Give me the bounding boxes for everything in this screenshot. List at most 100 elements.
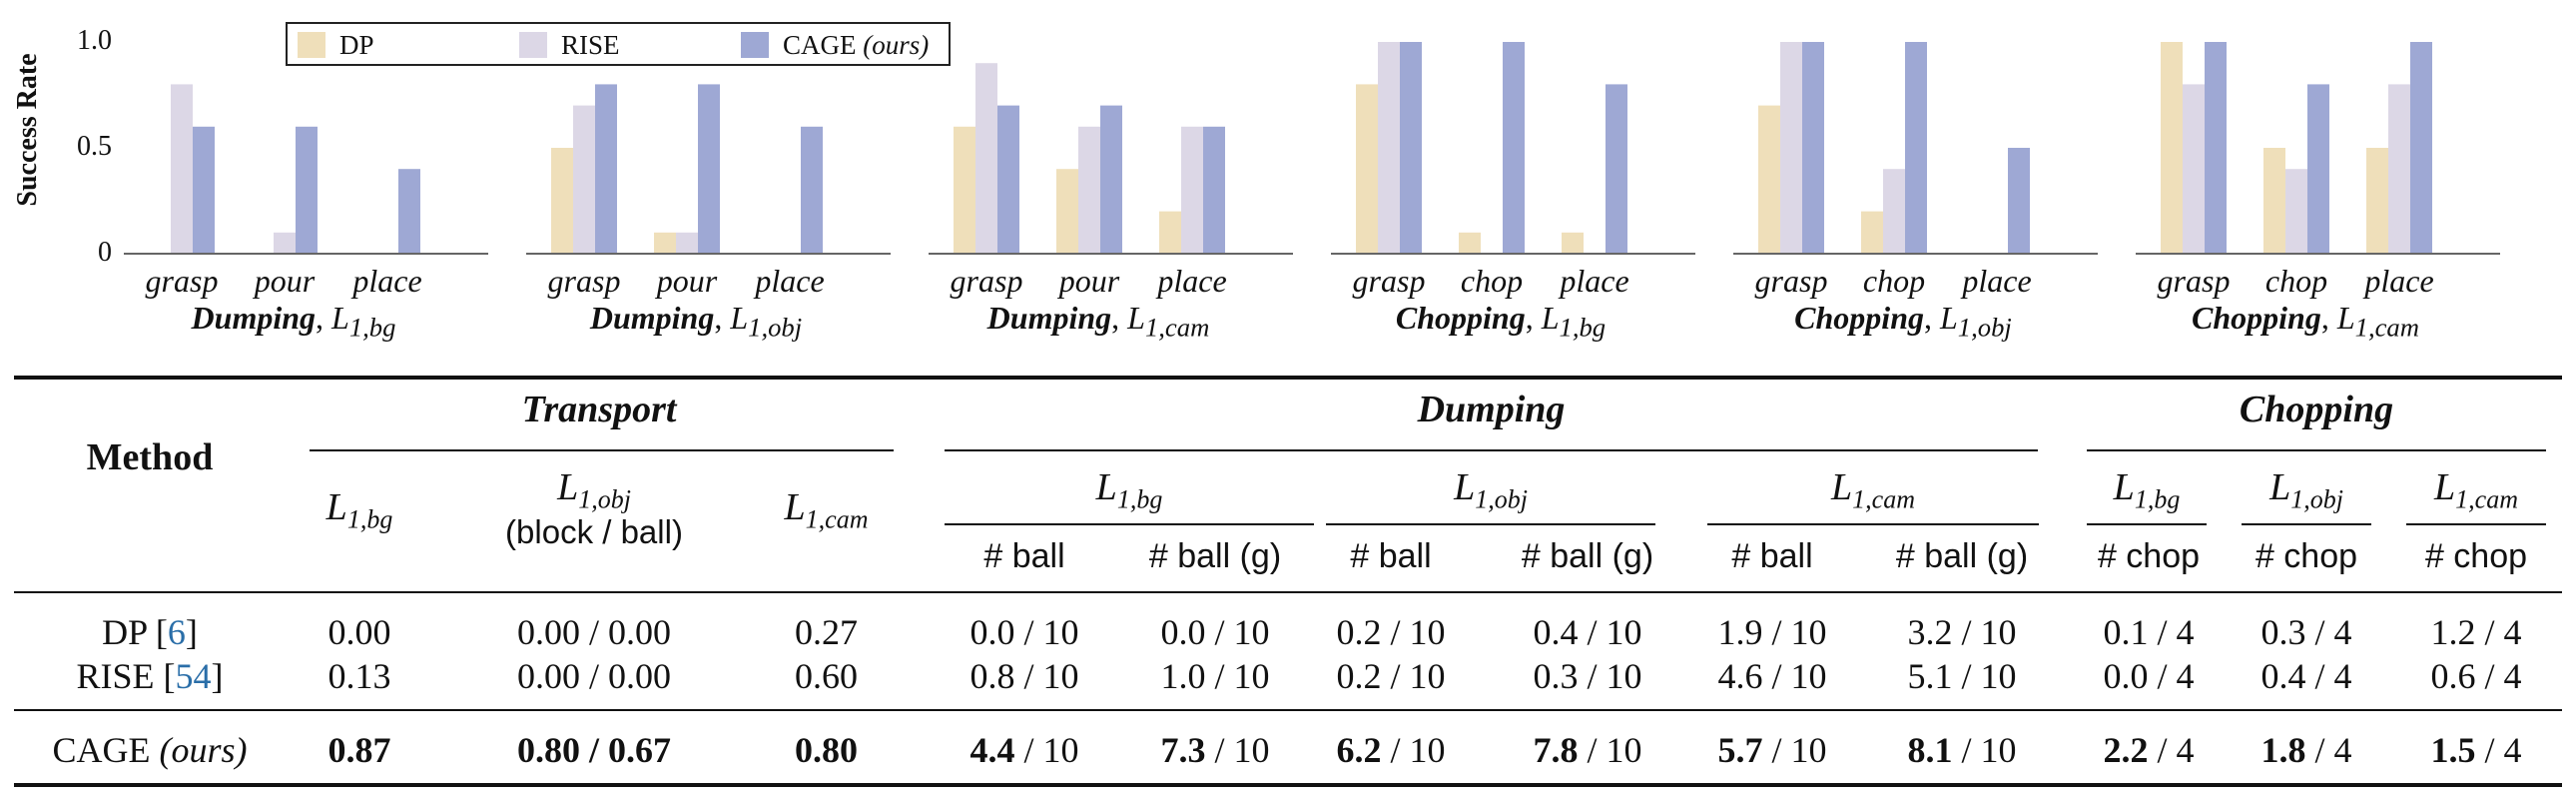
cmidrule xyxy=(2406,523,2546,525)
bar-cage xyxy=(2008,148,2030,254)
subplot-caption: Chopping, L1,obj xyxy=(1794,300,2012,343)
bar-rise xyxy=(676,232,698,254)
method-cage: CAGE (ours) xyxy=(52,730,248,770)
subplot-caption: Dumping, L1,bg xyxy=(191,300,396,343)
x-tick-label: place xyxy=(1960,263,2031,299)
cmidrule xyxy=(945,449,2038,451)
table-cell: 0.87 xyxy=(327,730,391,770)
legend-swatch xyxy=(519,32,547,58)
subheader-ball-g: # ball (g) xyxy=(1895,537,2029,575)
table-cell: 0.0 / 10 xyxy=(969,612,1079,652)
bar-rise xyxy=(2183,84,2205,255)
table-cell: 5.1 / 10 xyxy=(1907,656,2017,696)
method-header: Method xyxy=(86,436,214,478)
bar-cage xyxy=(1905,42,1927,254)
bar-cage xyxy=(193,126,215,254)
bar-dp xyxy=(954,126,975,254)
table-cell: 0.2 / 10 xyxy=(1336,656,1446,696)
top-rule xyxy=(14,376,2562,380)
bar-cage xyxy=(1606,84,1627,255)
legend-item-dp: DP xyxy=(298,30,374,60)
method-rise: RISE [54] xyxy=(76,656,224,696)
table-cell: 4.4 / 10 xyxy=(969,730,1079,770)
x-tick-label: place xyxy=(2362,263,2433,299)
method-dp: DP [6] xyxy=(102,612,198,652)
subheader-ball: # ball xyxy=(1731,537,1813,575)
table-cell: 0.1 / 4 xyxy=(2103,612,2195,652)
bar-dp xyxy=(654,232,676,254)
y-tick-label: 0 xyxy=(98,237,112,268)
table-cell: 0.2 / 10 xyxy=(1336,612,1446,652)
bar-cage xyxy=(398,169,420,254)
subheader-ball-g: # ball (g) xyxy=(1148,537,1282,575)
bar-rise xyxy=(171,84,193,255)
bar-cage xyxy=(2307,84,2329,255)
subheader-chop: # chop xyxy=(2254,537,2358,575)
bar-rise xyxy=(1883,169,1905,254)
legend-item-rise: RISE xyxy=(519,30,620,60)
cmidrule xyxy=(1326,523,1655,525)
bar-rise xyxy=(2285,169,2307,254)
x-tick-label: place xyxy=(1155,263,1226,299)
group-header-dumping: Dumping xyxy=(1417,389,1566,430)
table-cell: 0.13 xyxy=(327,656,391,696)
group-header-chopping: Chopping xyxy=(2239,389,2394,430)
level-header-bg: L1,bg xyxy=(2113,466,2181,514)
table-cell: 8.1 / 10 xyxy=(1907,730,2017,770)
table-cell: 1.0 / 10 xyxy=(1160,656,1270,696)
bar-rise xyxy=(274,232,296,254)
bar-cage xyxy=(1100,105,1122,254)
bar-cage xyxy=(2410,42,2432,254)
level-header-cam: L1,cam xyxy=(2434,466,2518,514)
table-cell: 0.60 xyxy=(795,656,858,696)
bar-cage xyxy=(1400,42,1422,254)
mid-rule xyxy=(14,709,2562,711)
x-tick-label: chop xyxy=(2265,263,2327,299)
legend-swatch xyxy=(741,32,769,58)
x-tick-label: place xyxy=(753,263,824,299)
level-note: (block / ball) xyxy=(505,513,683,550)
x-tick-label: place xyxy=(350,263,421,299)
table-cell: 4.6 / 10 xyxy=(1717,656,1827,696)
x-tick-label: grasp xyxy=(146,263,219,299)
table-cell: 1.9 / 10 xyxy=(1717,612,1827,652)
bar-dp xyxy=(1562,232,1584,254)
table-cell: 0.6 / 4 xyxy=(2430,656,2522,696)
table-cell: 7.3 / 10 xyxy=(1160,730,1270,770)
level-header-cam: L1,cam xyxy=(1831,466,1915,514)
table-cell: 1.5 / 4 xyxy=(2430,730,2522,770)
x-tick-label: pour xyxy=(253,263,316,299)
subplot-caption: Chopping, L1,bg xyxy=(1395,300,1607,343)
bar-cage xyxy=(1503,42,1525,254)
bar-cage xyxy=(1802,42,1824,254)
bar-cage xyxy=(997,105,1019,254)
cmidrule xyxy=(1707,523,2039,525)
level-header-bg: L1,bg xyxy=(1095,466,1163,514)
x-tick-label: grasp xyxy=(548,263,621,299)
bottom-rule xyxy=(14,783,2562,787)
bar-cage xyxy=(296,126,318,254)
bar-cage xyxy=(698,84,720,255)
table-cell: 0.00 / 0.00 xyxy=(516,612,671,652)
cmidrule xyxy=(2242,523,2371,525)
level-header-obj: L1,obj xyxy=(557,466,631,514)
x-tick-label: pour xyxy=(655,263,718,299)
subheader-ball: # ball xyxy=(983,537,1065,575)
chart-legend: DP RISE CAGE (ours) xyxy=(286,22,951,66)
bar-dp xyxy=(551,148,573,254)
level-header-bg: L1,bg xyxy=(325,486,393,534)
table-cell: 0.4 / 10 xyxy=(1533,612,1642,652)
bar-rise xyxy=(1181,126,1203,254)
table-cell: 0.3 / 10 xyxy=(1533,656,1642,696)
table-cell: 0.80 xyxy=(795,730,858,770)
table-cell: 0.80 / 0.67 xyxy=(516,730,671,770)
y-tick-label: 0.5 xyxy=(77,131,112,162)
level-header-obj: L1,obj xyxy=(1454,466,1528,514)
x-tick-label: chop xyxy=(1461,263,1523,299)
bar-dp xyxy=(2263,148,2285,254)
cmidrule xyxy=(2087,449,2546,451)
table-cell: 1.8 / 4 xyxy=(2260,730,2352,770)
cmidrule xyxy=(945,523,1314,525)
bar-dp xyxy=(1159,211,1181,254)
legend-swatch xyxy=(298,32,325,58)
